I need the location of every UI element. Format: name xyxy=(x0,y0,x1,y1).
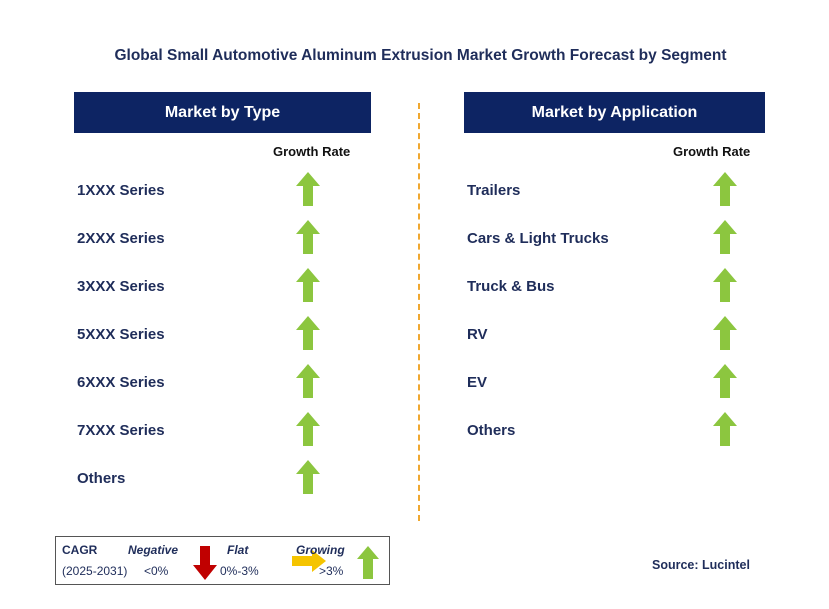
cagr-legend: CAGR (2025-2031) Negative <0% Flat 0%-3%… xyxy=(55,536,390,585)
legend-flat-range: 0%-3% xyxy=(220,564,259,578)
growing-arrow-icon xyxy=(296,364,320,403)
item-label: 1XXX Series xyxy=(77,181,165,199)
list-item: Cars & Light Trucks xyxy=(467,214,747,262)
legend-growing-label: Growing xyxy=(296,543,345,557)
growth-rate-label-application: Growth Rate xyxy=(673,144,751,159)
growing-arrow-icon xyxy=(296,220,320,259)
list-item: Trailers xyxy=(467,166,747,214)
legend-negative-label: Negative xyxy=(128,543,179,557)
growing-arrow-icon xyxy=(713,412,737,451)
page-title: Global Small Automotive Aluminum Extrusi… xyxy=(114,47,727,64)
list-item: 6XXX Series xyxy=(77,358,337,406)
growing-arrow-icon xyxy=(296,460,320,499)
list-item: Others xyxy=(77,454,337,502)
growth-rate-label-type: Growth Rate xyxy=(273,144,351,159)
list-item: 7XXX Series xyxy=(77,406,337,454)
list-item: 1XXX Series xyxy=(77,166,337,214)
growing-arrow-icon xyxy=(357,546,379,579)
item-label: 3XXX Series xyxy=(77,277,165,295)
item-label: Trailers xyxy=(467,181,521,199)
market-by-application-header: Market by Application xyxy=(464,92,765,133)
item-label: Others xyxy=(467,421,516,439)
growing-arrow-icon xyxy=(713,220,737,259)
item-label: Others xyxy=(77,469,126,487)
item-label: 2XXX Series xyxy=(77,229,165,247)
item-label: 5XXX Series xyxy=(77,325,165,343)
item-label: 7XXX Series xyxy=(77,421,165,439)
panel-divider xyxy=(418,103,420,521)
legend-flat-label: Flat xyxy=(227,543,249,557)
list-item: Others xyxy=(467,406,747,454)
item-label: EV xyxy=(467,373,488,391)
growing-arrow-icon xyxy=(713,268,737,307)
item-label: Cars & Light Trucks xyxy=(467,229,609,247)
list-item: 5XXX Series xyxy=(77,310,337,358)
list-item: 3XXX Series xyxy=(77,262,337,310)
growing-arrow-icon xyxy=(296,412,320,451)
growing-arrow-icon xyxy=(296,172,320,211)
flat-arrow-icon xyxy=(292,550,326,572)
negative-arrow-icon xyxy=(193,546,217,580)
item-label: Truck & Bus xyxy=(467,277,555,295)
growing-arrow-icon xyxy=(713,364,737,403)
growing-arrow-icon xyxy=(713,316,737,355)
growing-arrow-icon xyxy=(713,172,737,211)
item-label: 6XXX Series xyxy=(77,373,165,391)
list-item: RV xyxy=(467,310,747,358)
item-label: RV xyxy=(467,325,488,343)
list-item: Truck & Bus xyxy=(467,262,747,310)
legend-period: (2025-2031) xyxy=(62,564,128,578)
growing-arrow-icon xyxy=(296,268,320,307)
market-by-type-header: Market by Type xyxy=(74,92,371,133)
list-item: EV xyxy=(467,358,747,406)
list-item: 2XXX Series xyxy=(77,214,337,262)
growing-arrow-icon xyxy=(296,316,320,355)
source-note: Source: Lucintel xyxy=(652,558,750,572)
legend-negative-range: <0% xyxy=(144,564,169,578)
legend-cagr-label: CAGR xyxy=(62,543,98,557)
legend-growing-range: >3% xyxy=(319,564,344,578)
